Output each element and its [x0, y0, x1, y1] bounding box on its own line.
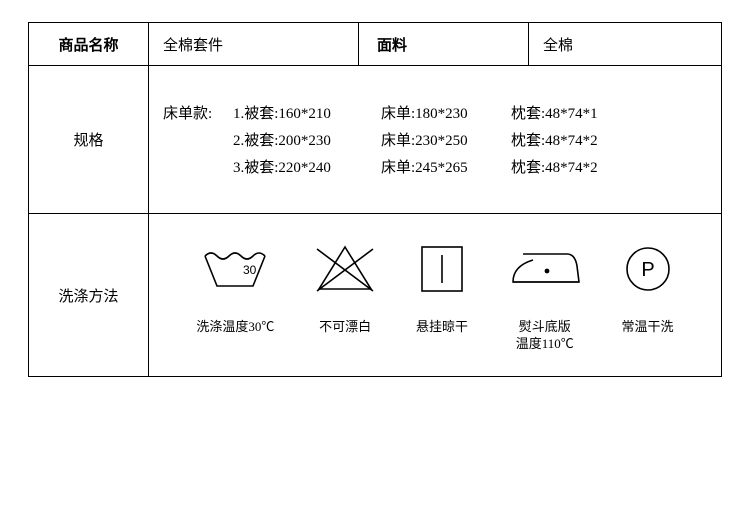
name-value: 全棉套件 [163, 38, 223, 54]
spec-line: 2.被套:200*230床单:230*250枕套:48*74*2 [163, 129, 713, 150]
fabric-label-cell: 面料 [359, 23, 529, 66]
spec-sheet: 床单:245*265 [381, 156, 511, 177]
wash-icon-caption: 不可漂白 [319, 319, 371, 353]
spec-label-cell: 规格 [29, 66, 149, 214]
spec-style [163, 129, 233, 150]
no-bleach-icon [313, 239, 377, 299]
wash-body-cell: 30 洗涤温度30℃ 不可漂白 悬挂晾干 熨斗底版 温度110℃ P 常温干洗 [149, 214, 722, 377]
product-spec-table: 商品名称 全棉套件 面料 全棉 规格 床单款:1.被套:160*210床单:18… [28, 22, 722, 377]
spec-style [163, 156, 233, 177]
spec-pillowcase: 枕套:48*74*2 [511, 129, 598, 150]
spec-pillowcase: 枕套:48*74*1 [511, 102, 598, 123]
line-dry-icon [418, 239, 466, 299]
wash-icon-caption: 洗涤温度30℃ [196, 319, 274, 353]
wash-label-cell: 洗涤方法 [29, 214, 149, 377]
wash-icon-cell: 30 洗涤温度30℃ [196, 239, 274, 353]
wash-icon-caption: 熨斗底版 温度110℃ [516, 319, 574, 353]
wash-icons-row: 30 洗涤温度30℃ 不可漂白 悬挂晾干 熨斗底版 温度110℃ P 常温干洗 [159, 239, 711, 353]
spec-label: 规格 [73, 133, 103, 149]
spec-sheet: 床单:230*250 [381, 129, 511, 150]
spec-style: 床单款: [163, 102, 233, 123]
spec-quilt-cover: 3.被套:220*240 [233, 156, 381, 177]
wash-label: 洗涤方法 [58, 289, 118, 305]
wash-30-icon: 30 [199, 239, 271, 299]
svg-text:30: 30 [243, 263, 257, 277]
spec-sheet: 床单:180*230 [381, 102, 511, 123]
dryclean-p-icon: P [622, 239, 674, 299]
spec-body-cell: 床单款:1.被套:160*210床单:180*230枕套:48*74*1 2.被套… [149, 66, 722, 214]
fabric-label: 面料 [377, 38, 407, 54]
iron-110-icon [507, 239, 583, 299]
wash-icon-cell: 不可漂白 [313, 239, 377, 353]
spec-lines: 床单款:1.被套:160*210床单:180*230枕套:48*74*1 2.被套… [163, 102, 713, 177]
fabric-value-cell: 全棉 [529, 23, 722, 66]
wash-icon-cell: 悬挂晾干 [416, 239, 468, 353]
svg-text:P: P [641, 259, 654, 281]
wash-icon-cell: P 常温干洗 [622, 239, 674, 353]
name-label: 商品名称 [58, 38, 118, 54]
wash-icon-cell: 熨斗底版 温度110℃ [507, 239, 583, 353]
name-value-cell: 全棉套件 [149, 23, 359, 66]
wash-icon-caption: 悬挂晾干 [416, 319, 468, 353]
name-label-cell: 商品名称 [29, 23, 149, 66]
spec-quilt-cover: 1.被套:160*210 [233, 102, 381, 123]
spec-pillowcase: 枕套:48*74*2 [511, 156, 598, 177]
spec-line: 床单款:1.被套:160*210床单:180*230枕套:48*74*1 [163, 102, 713, 123]
spec-quilt-cover: 2.被套:200*230 [233, 129, 381, 150]
wash-icon-caption: 常温干洗 [622, 319, 674, 353]
spec-line: 3.被套:220*240床单:245*265枕套:48*74*2 [163, 156, 713, 177]
fabric-value: 全棉 [543, 38, 573, 54]
